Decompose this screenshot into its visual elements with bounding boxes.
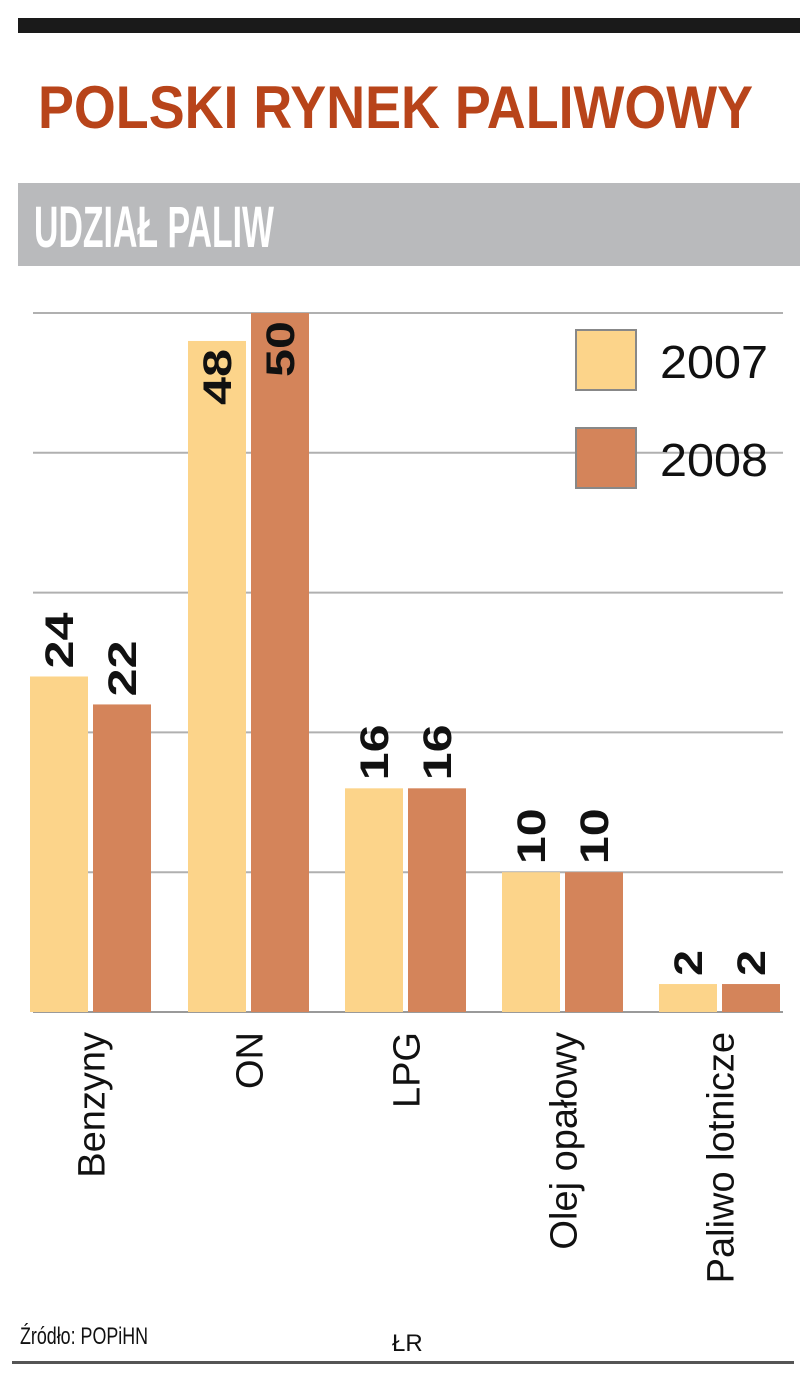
bottom-rule [12,1361,794,1364]
chart-subtitle: UDZIAŁ PALIW [34,195,274,260]
bar [30,676,88,1012]
bar [502,872,560,1012]
legend-swatch [575,427,637,489]
chart-title: POLSKI RYNEK PALIWOWY [38,74,753,141]
data-label: 2 [667,950,711,976]
bar [188,340,246,1013]
subtitle-band [18,183,800,266]
data-label: 22 [101,640,145,696]
data-label: 24 [38,612,82,669]
bar [93,704,151,1012]
legend-swatch [575,329,637,391]
category-label: Olej opałowy [544,1032,586,1250]
category-label: Paliwo lotnicze [701,1032,743,1283]
data-label: 16 [353,724,397,780]
bar [408,788,466,1012]
data-label: 48 [196,349,240,405]
data-label: 16 [416,724,460,780]
author-note: ŁR [392,1330,423,1357]
legend-label: 2007 [660,336,768,388]
data-label: 50 [259,321,303,377]
top-rule [18,18,800,33]
data-label: 2 [730,950,774,976]
bar [251,313,309,1012]
source-note: Źródło: POPiHN [20,1323,148,1350]
category-label: ON [230,1032,272,1089]
bar [565,872,623,1012]
data-label: 10 [573,808,617,864]
bar [659,984,717,1012]
bar [722,984,780,1012]
legend-label: 2008 [660,434,768,486]
data-label: 10 [510,808,554,864]
category-label: LPG [387,1032,429,1108]
bar [345,788,403,1012]
category-label: Benzyny [72,1032,114,1178]
